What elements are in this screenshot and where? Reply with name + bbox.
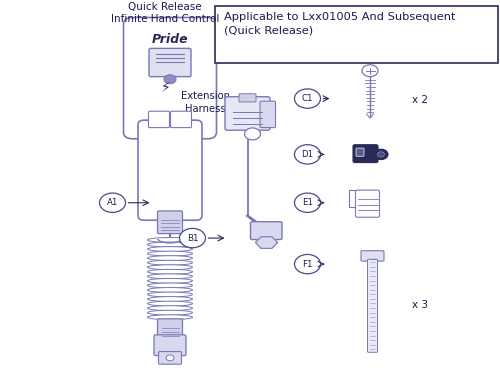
- FancyBboxPatch shape: [124, 17, 216, 139]
- Circle shape: [100, 193, 126, 212]
- Circle shape: [294, 145, 320, 164]
- Ellipse shape: [148, 296, 192, 301]
- FancyBboxPatch shape: [158, 319, 182, 339]
- FancyBboxPatch shape: [148, 111, 170, 128]
- FancyBboxPatch shape: [368, 259, 378, 352]
- Ellipse shape: [148, 274, 192, 279]
- Text: Extension
Harness: Extension Harness: [180, 91, 230, 113]
- Ellipse shape: [148, 256, 192, 260]
- Ellipse shape: [148, 251, 192, 256]
- FancyBboxPatch shape: [158, 352, 182, 364]
- FancyBboxPatch shape: [138, 120, 202, 220]
- FancyBboxPatch shape: [149, 48, 191, 77]
- FancyBboxPatch shape: [239, 94, 256, 102]
- FancyBboxPatch shape: [225, 97, 270, 130]
- Polygon shape: [256, 237, 278, 248]
- Ellipse shape: [148, 292, 192, 297]
- Text: x 3: x 3: [412, 300, 428, 310]
- Text: Applicable to Lxx01005 And Subsequent
(Quick Release): Applicable to Lxx01005 And Subsequent (Q…: [224, 12, 455, 35]
- Ellipse shape: [148, 269, 192, 274]
- Ellipse shape: [148, 260, 192, 265]
- FancyBboxPatch shape: [158, 211, 182, 234]
- Ellipse shape: [148, 265, 192, 270]
- Circle shape: [180, 228, 206, 248]
- Ellipse shape: [148, 301, 192, 306]
- Text: A1: A1: [107, 198, 118, 207]
- Circle shape: [166, 355, 174, 361]
- Circle shape: [164, 75, 176, 84]
- Ellipse shape: [148, 242, 192, 247]
- FancyBboxPatch shape: [349, 190, 360, 207]
- Ellipse shape: [148, 247, 192, 251]
- Circle shape: [362, 65, 378, 77]
- Circle shape: [294, 193, 320, 212]
- Circle shape: [244, 128, 260, 140]
- FancyBboxPatch shape: [170, 111, 192, 128]
- Circle shape: [294, 254, 320, 274]
- Ellipse shape: [148, 237, 192, 243]
- Text: Pride: Pride: [152, 33, 188, 45]
- FancyBboxPatch shape: [361, 251, 384, 261]
- Ellipse shape: [148, 288, 192, 292]
- Ellipse shape: [148, 278, 192, 283]
- Text: B1: B1: [187, 234, 198, 243]
- FancyBboxPatch shape: [356, 148, 364, 156]
- Ellipse shape: [148, 310, 192, 315]
- Text: x 2: x 2: [412, 96, 428, 105]
- Ellipse shape: [148, 283, 192, 288]
- FancyBboxPatch shape: [260, 101, 276, 128]
- Text: F1: F1: [302, 260, 313, 269]
- FancyBboxPatch shape: [250, 222, 282, 240]
- Circle shape: [378, 152, 384, 157]
- Text: C1: C1: [302, 94, 313, 103]
- FancyBboxPatch shape: [154, 335, 186, 356]
- Text: D1: D1: [302, 150, 314, 159]
- FancyBboxPatch shape: [353, 145, 378, 163]
- Text: E1: E1: [302, 198, 313, 207]
- FancyBboxPatch shape: [356, 190, 380, 217]
- FancyBboxPatch shape: [215, 6, 498, 63]
- Text: Quick Release
Infinite Hand Control: Quick Release Infinite Hand Control: [111, 2, 219, 24]
- Circle shape: [294, 89, 320, 108]
- Circle shape: [374, 149, 388, 160]
- Ellipse shape: [148, 306, 192, 311]
- Ellipse shape: [148, 315, 192, 320]
- Text: ⚡: ⚡: [161, 81, 171, 96]
